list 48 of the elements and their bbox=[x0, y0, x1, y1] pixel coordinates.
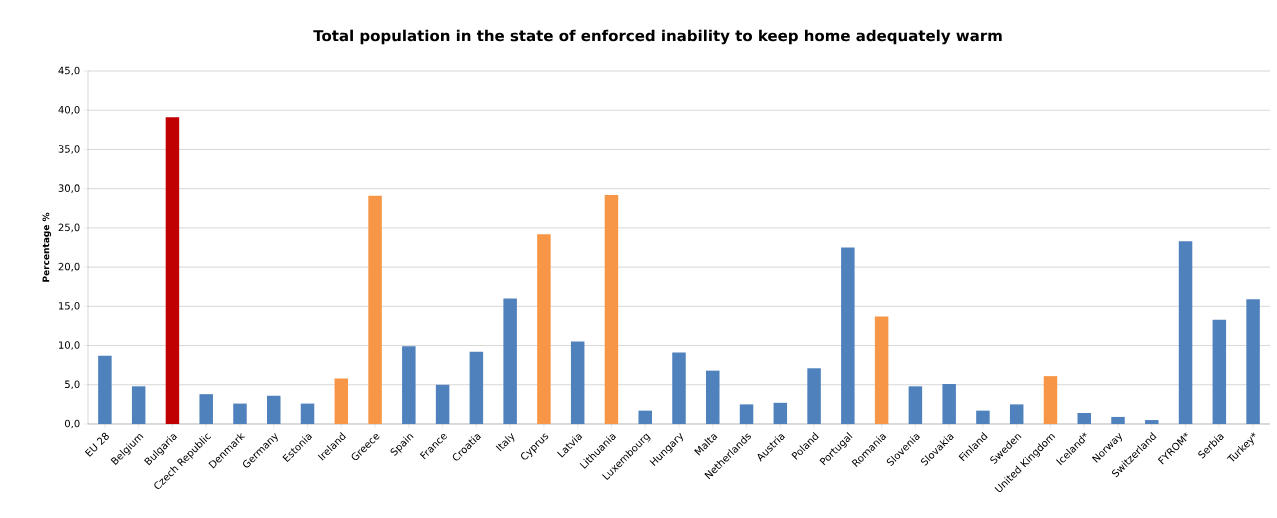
bar bbox=[672, 352, 686, 424]
y-tick-label: 10,0 bbox=[59, 341, 80, 350]
bar bbox=[1009, 404, 1024, 424]
bar bbox=[874, 316, 889, 424]
bar bbox=[1246, 299, 1260, 424]
bar bbox=[807, 368, 821, 424]
y-tick-label: 0,0 bbox=[64, 419, 80, 429]
y-tick-label: 20,0 bbox=[58, 262, 80, 272]
bar bbox=[1043, 376, 1058, 424]
y-tick-label: 40,0 bbox=[58, 105, 80, 115]
bar bbox=[908, 386, 923, 424]
bar bbox=[503, 298, 517, 424]
bar bbox=[604, 194, 619, 424]
bar bbox=[165, 117, 180, 424]
bar bbox=[1111, 416, 1125, 424]
bar bbox=[638, 410, 652, 424]
bar bbox=[976, 410, 990, 424]
y-tick-label: 5,0 bbox=[65, 380, 80, 390]
y-tick-label: 15,0 bbox=[59, 302, 80, 311]
bar bbox=[773, 402, 788, 424]
bar bbox=[131, 386, 146, 424]
bar bbox=[469, 351, 484, 424]
bar bbox=[1212, 319, 1227, 424]
bar bbox=[435, 384, 450, 424]
x-tick-label: EU 28 bbox=[84, 432, 109, 457]
y-tick-label: 45,0 bbox=[58, 66, 80, 76]
bar bbox=[1145, 420, 1159, 424]
bar bbox=[1077, 413, 1091, 424]
bar bbox=[402, 346, 416, 424]
bar bbox=[199, 394, 213, 424]
y-tick-label: 35,0 bbox=[58, 145, 80, 154]
y-tick-label: 25,0 bbox=[58, 223, 80, 233]
bar bbox=[706, 370, 720, 424]
y-axis-title: Percentage % bbox=[42, 212, 52, 282]
bar bbox=[300, 403, 315, 424]
bar bbox=[334, 378, 349, 424]
bar bbox=[739, 404, 754, 424]
bar bbox=[267, 395, 281, 424]
bar bbox=[1178, 241, 1193, 424]
chart-title: Total population in the state of enforced inability to keep home adequately warm bbox=[313, 29, 1002, 45]
bar bbox=[233, 403, 247, 424]
bar bbox=[942, 383, 956, 424]
bar bbox=[570, 341, 585, 424]
bar bbox=[537, 234, 551, 424]
bar bbox=[841, 247, 855, 424]
bar bbox=[98, 355, 112, 424]
bar bbox=[368, 195, 382, 424]
y-tick-label: 30,0 bbox=[58, 184, 80, 193]
